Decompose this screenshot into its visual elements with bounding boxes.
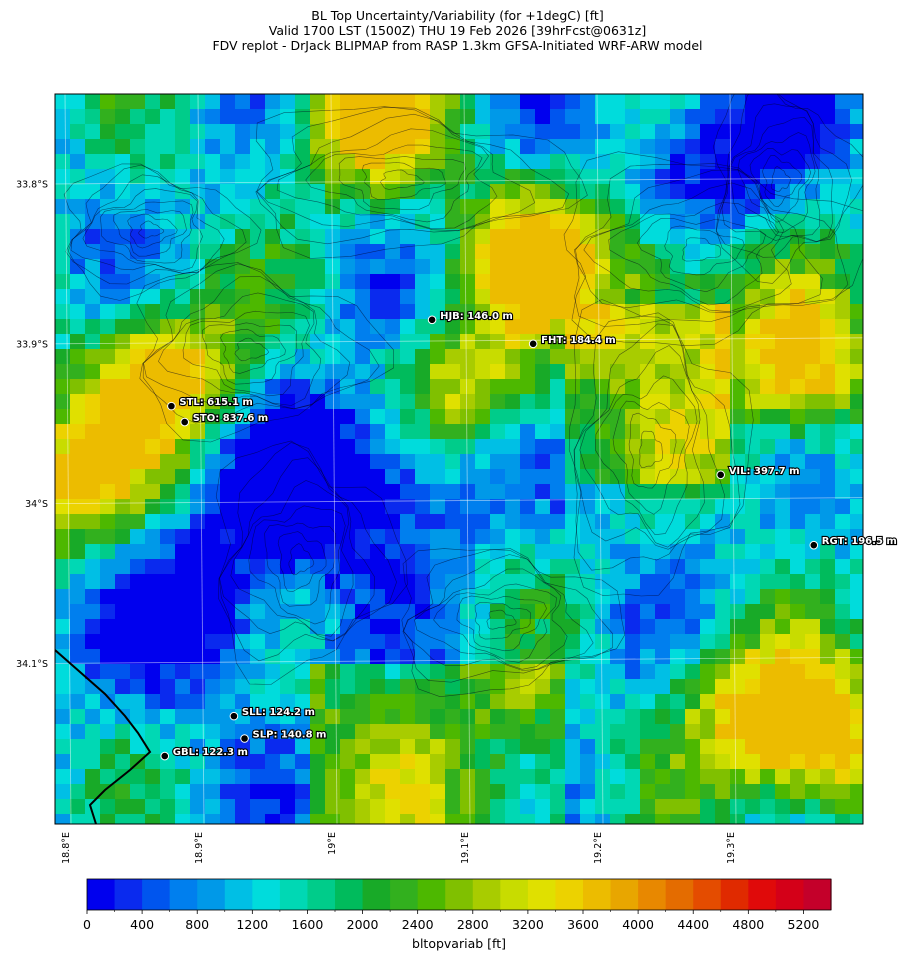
station-label-fht: FHT: 184.4 m: [541, 335, 616, 346]
colorbar-segment: [472, 879, 501, 910]
colorbar-segment: [610, 879, 639, 910]
title-line-1: BL Top Uncertainty/Variability (for +1de…: [311, 8, 604, 23]
station-marker-gbl: [160, 751, 170, 761]
colorbar-tick-label: 0: [83, 917, 91, 932]
colorbar-segment: [87, 879, 116, 910]
colorbar-segment: [555, 879, 584, 910]
colorbar-segment: [748, 879, 777, 910]
lon-tick-label: 19.1°E: [460, 832, 471, 864]
colorbar-segment: [775, 879, 805, 910]
colorbar-segment: [224, 879, 253, 910]
colorbar-segment: [142, 879, 171, 910]
lon-tick-label: 19°E: [327, 832, 338, 855]
colorbar-segment: [583, 879, 612, 910]
colorbar-segment: [390, 879, 419, 910]
station-markers: HJB: 146.0 m FHT: 184.4 m STL: 615.1 m STO:…: [160, 310, 898, 761]
colorbar-segment: [362, 879, 391, 910]
colorbar-segment: [500, 879, 529, 910]
colorbar-segment: [720, 879, 749, 910]
longitude-axis: 18.8°E 18.9°E 19°E 19.1°E 19.2°E 19.3°E: [61, 832, 737, 864]
station-label-gbl: GBL: 122.3 m: [173, 747, 248, 758]
figure-title: BL Top Uncertainty/Variability (for +1de…: [0, 8, 915, 53]
colorbar-label: bltopvariab [ft]: [412, 936, 506, 951]
lon-tick-label: 18.9°E: [194, 832, 205, 864]
colorbar-segment: [279, 879, 309, 910]
colorbar-tick-label: 5200: [788, 917, 820, 932]
station-label-hjb: HJB: 146.0 m: [440, 311, 513, 322]
graticule: [55, 94, 863, 824]
colorbar-segment: [335, 879, 364, 910]
coastline: [55, 649, 152, 824]
colorbar-segment: [693, 879, 722, 910]
colorbar-tick-label: 2000: [347, 917, 379, 932]
lon-tick-label: 19.2°E: [593, 832, 604, 864]
title-line-3: FDV replot - DrJack BLIPMAP from RASP 1.…: [212, 38, 703, 53]
lon-tick-label: 19.3°E: [726, 832, 737, 864]
colorbar-tick-label: 4800: [732, 917, 764, 932]
colorbar-tick-label: 2400: [402, 917, 434, 932]
colorbar-tick-label: 3600: [567, 917, 599, 932]
colorbar-tick-label: 1200: [236, 917, 268, 932]
colorbar-segment: [197, 879, 226, 910]
colorbar-segment: [252, 879, 281, 910]
colorbar-segment: [527, 879, 557, 910]
lat-tick-label: 33.9°S: [16, 339, 48, 350]
station-marker-sto: [180, 417, 189, 427]
colorbar-tick-label: 4400: [677, 917, 709, 932]
station-marker-rgt: [809, 540, 819, 550]
colorbar-tick-label: 1600: [292, 917, 324, 932]
station-label-rgt: RGT: 196.5 m: [822, 536, 897, 547]
map-frame: [54, 93, 864, 825]
colorbar-tick-label: 4000: [622, 917, 654, 932]
colorbar-segment: [445, 879, 474, 910]
station-marker-slp: [240, 734, 249, 743]
title-line-2: Valid 1700 LST (1500Z) THU 19 Feb 2026 […: [268, 23, 647, 38]
latitude-axis: 33.8°S 33.9°S 34°S 34.1°S: [16, 180, 48, 670]
station-marker-stl: [167, 401, 176, 411]
station-label-slp: SLP: 140.8 m: [253, 730, 327, 741]
colorbar-tick-label: 800: [185, 917, 209, 932]
station-label-vil: VIL: 397.7 m: [729, 466, 800, 477]
colorbar-tick-label: 400: [130, 917, 154, 932]
station-marker-fht: [528, 339, 538, 349]
lat-tick-label: 34.1°S: [16, 659, 48, 670]
station-label-sto: STO: 837.6 m: [193, 413, 269, 424]
colorbar-segment: [638, 879, 667, 910]
variability-field: [55, 94, 863, 824]
station-label-stl: STL: 615.1 m: [179, 397, 252, 408]
station-marker-vil: [716, 470, 725, 480]
terrain-contours: [63, 94, 863, 698]
colorbar-segment: [665, 879, 694, 910]
lon-tick-label: 18.8°E: [61, 832, 72, 864]
colorbar-segment: [169, 879, 198, 910]
station-marker-sll: [229, 711, 239, 721]
colorbar-segment: [307, 879, 336, 910]
colorbar-tick-label: 2800: [457, 917, 489, 932]
lat-tick-label: 34°S: [25, 499, 48, 510]
lat-tick-label: 33.8°S: [16, 180, 48, 191]
colorbar-segment: [417, 879, 446, 910]
colorbar-segment: [803, 879, 832, 910]
station-label-sll: SLL: 124.2 m: [242, 707, 315, 718]
colorbar: 0 400 800 1200 1600 2000 2400 2800 3200 3600 4000 4…: [83, 878, 832, 951]
station-marker-hjb: [427, 315, 437, 325]
colorbar-segment: [114, 879, 143, 910]
colorbar-tick-label: 3200: [512, 917, 544, 932]
